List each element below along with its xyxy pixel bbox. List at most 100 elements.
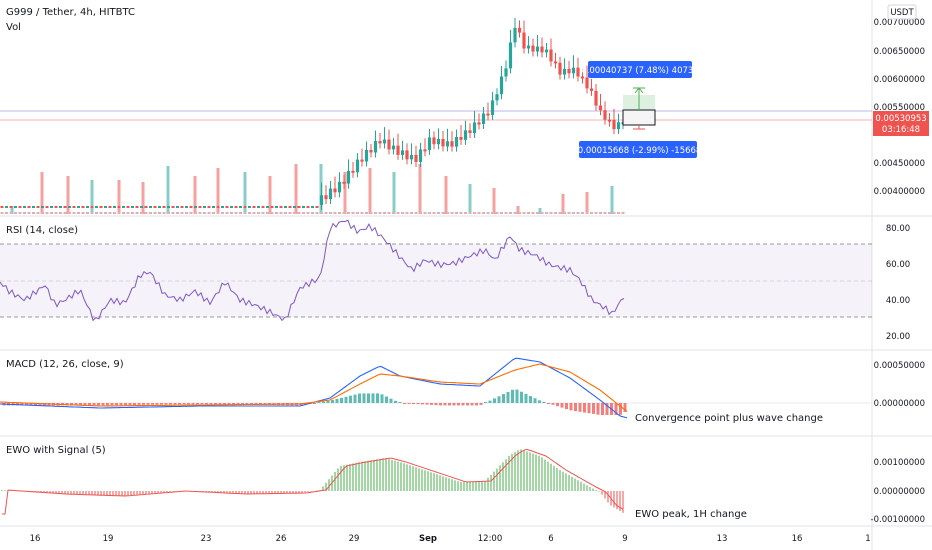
- candle-body: [351, 170, 355, 173]
- macd-bar: [475, 403, 478, 406]
- macd-bar: [250, 403, 253, 405]
- volume-bar: [450, 212, 454, 214]
- candle-body: [405, 150, 409, 160]
- volume-bar: [297, 212, 301, 214]
- macd-label[interactable]: MACD (12, 26, close, 9): [6, 359, 124, 370]
- measure-long[interactable]: [622, 87, 656, 130]
- candle-body: [162, 206, 166, 208]
- candle-body: [346, 170, 351, 184]
- macd-bar: [236, 403, 240, 405]
- candle-body: [149, 206, 152, 208]
- macd-bar: [533, 398, 537, 403]
- currency-badge[interactable]: USDT: [887, 4, 917, 20]
- macd-bar: [430, 403, 433, 405]
- macd-bar: [529, 396, 532, 403]
- price-axis[interactable]: 0.00700000 0.00650000 0.00600000 0.00550…: [874, 18, 925, 197]
- volume-bar: [401, 212, 404, 214]
- volume-bar: [27, 212, 31, 214]
- macd-bar: [214, 403, 217, 405]
- candle-body: [207, 206, 211, 208]
- volume-bar: [612, 212, 616, 214]
- macd-bar: [106, 403, 109, 406]
- symbol-title[interactable]: G999 / Tether, 4h, HITBTC: [6, 7, 136, 18]
- time-tick: 13: [717, 534, 728, 544]
- volume-bar: [279, 212, 283, 214]
- time-tick: 23: [201, 534, 212, 544]
- volume-bar: [193, 176, 197, 214]
- macd-bar: [119, 403, 123, 406]
- candle-body: [293, 206, 296, 208]
- volume-bar: [518, 212, 521, 214]
- macd-bar: [439, 403, 442, 406]
- volume-bar: [545, 212, 548, 214]
- candle-body: [531, 45, 535, 52]
- candle-body: [185, 206, 188, 208]
- time-axis[interactable]: 16 19 23 26 29 Sep 12:00 6 9 13 16 1: [30, 534, 871, 544]
- macd-bar: [191, 403, 195, 405]
- volume-bar: [504, 212, 508, 214]
- macd-bar: [335, 398, 339, 403]
- candle-body: [279, 206, 283, 208]
- volume-bar: [599, 212, 602, 214]
- macd-bar: [110, 403, 114, 406]
- rsi-band: [0, 244, 872, 317]
- price-tick: 0.00650000: [874, 47, 925, 57]
- macd-bar: [34, 403, 37, 406]
- macd-bar: [205, 403, 208, 405]
- candle-body: [481, 113, 486, 125]
- volume-bar: [81, 212, 85, 214]
- macd-bar: [25, 403, 28, 406]
- candle-body: [607, 119, 612, 122]
- macd-bar: [493, 398, 496, 403]
- candle-body: [221, 206, 224, 208]
- price-tick: 0.00450000: [874, 159, 925, 169]
- volume-bar: [549, 212, 553, 214]
- volume-bar: [374, 212, 377, 214]
- macd-bar: [574, 403, 577, 412]
- rsi-label[interactable]: RSI (14, close): [6, 225, 79, 236]
- macd-bar: [560, 403, 564, 408]
- macd-bar: [502, 394, 505, 403]
- macd-bar: [484, 402, 487, 403]
- candle-body: [131, 206, 134, 208]
- ewo-label[interactable]: EWO with Signal (5): [6, 445, 106, 456]
- volume-bar: [516, 206, 520, 214]
- candle-body: [454, 137, 459, 147]
- macd-bar: [547, 403, 550, 404]
- macd-bar: [592, 403, 595, 414]
- candle-body: [275, 206, 278, 208]
- volume-label: Vol: [6, 22, 21, 33]
- ewo-signal-line: [2, 448, 624, 515]
- macd-bar: [466, 403, 469, 406]
- macd-bar: [385, 396, 388, 403]
- volume-bar: [40, 172, 44, 214]
- candle-body: [468, 130, 472, 134]
- volume-bar: [513, 212, 517, 214]
- volume-bar: [531, 212, 535, 214]
- volume-bar: [294, 164, 298, 214]
- volume-bar: [72, 212, 76, 214]
- volume-bar: [108, 212, 112, 214]
- candle-body: [239, 206, 242, 208]
- volume-bar: [437, 212, 440, 214]
- macd-bar: [241, 403, 244, 405]
- macd-bar: [322, 401, 325, 403]
- candle-body: [54, 206, 58, 208]
- candle-body: [117, 206, 121, 208]
- candle-body: [409, 154, 414, 160]
- volume-bar: [540, 212, 544, 214]
- price-tick: 0.00700000: [874, 18, 925, 28]
- volume-bar: [563, 212, 566, 214]
- macd-bar: [452, 403, 456, 406]
- volume-bar: [90, 212, 94, 214]
- candle-body: [522, 32, 526, 49]
- candle-body: [535, 46, 540, 52]
- candle-body: [445, 141, 450, 147]
- candle-body: [427, 137, 432, 150]
- volume-bar: [225, 212, 229, 214]
- measure-down-label: -0.00015668 (-2.99%) -15668: [575, 141, 701, 158]
- volume-bar: [288, 212, 292, 214]
- macd-bar: [556, 403, 559, 407]
- candle-body: [270, 206, 274, 208]
